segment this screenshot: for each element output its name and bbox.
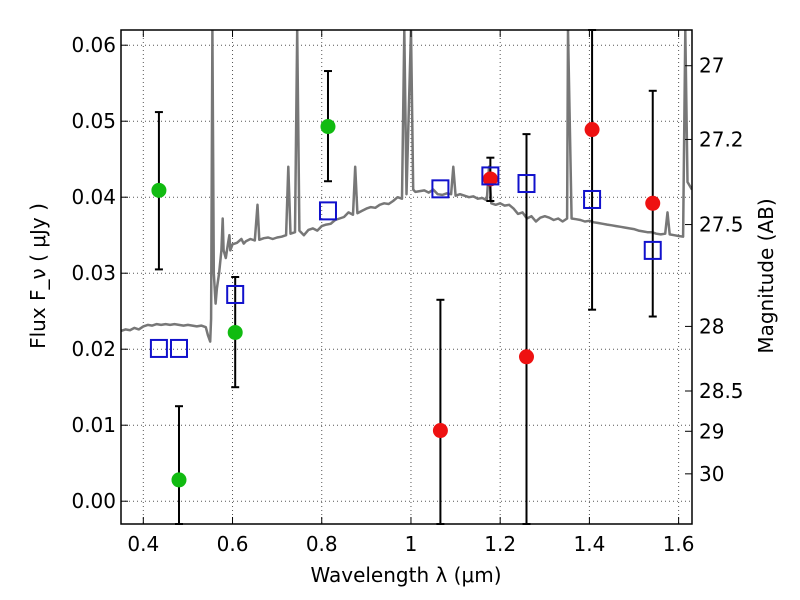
y-axis-label-text: Flux F_ν ( μJy ) bbox=[26, 203, 50, 349]
right-tick-label: 27 bbox=[699, 54, 724, 78]
model_photometry-point bbox=[226, 284, 245, 304]
plot-frame bbox=[120, 29, 693, 525]
y-tick-label: 0.04 bbox=[71, 185, 116, 209]
right-tick-label: 27.5 bbox=[699, 213, 744, 237]
model_photometry-point bbox=[169, 338, 188, 358]
y-tick-label: 0.00 bbox=[71, 489, 116, 513]
model_photometry-point bbox=[318, 201, 337, 221]
right-tick-label: 28.5 bbox=[699, 379, 744, 403]
x-tick-label: 0.8 bbox=[306, 532, 338, 556]
x-axis-label-text: Wavelength λ (μm) bbox=[310, 563, 501, 587]
right-tick-label: 29 bbox=[699, 419, 724, 443]
y-tick-label: 0.01 bbox=[71, 413, 116, 437]
x-tick-label: 1.6 bbox=[663, 532, 695, 556]
right-axis-label-text: Magnitude (AB) bbox=[754, 198, 778, 353]
model_photometry-point bbox=[431, 179, 450, 199]
right-tick-label: 30 bbox=[699, 462, 724, 486]
x-axis-label: Wavelength λ (μm) bbox=[310, 563, 501, 587]
x-tick-label: 1.4 bbox=[573, 532, 605, 556]
y-tick-label: 0.05 bbox=[71, 109, 116, 133]
x-tick-label: 0.4 bbox=[127, 532, 159, 556]
green_detections-point bbox=[227, 324, 243, 340]
green_detections-point bbox=[151, 182, 167, 198]
y-tick-label: 0.02 bbox=[71, 337, 116, 361]
y-tick-label: 0.06 bbox=[71, 33, 116, 57]
x-tick-label: 1 bbox=[405, 532, 418, 556]
model_photometry-point bbox=[481, 166, 500, 186]
red_detections-point bbox=[518, 349, 534, 365]
data-markers-layer bbox=[149, 119, 662, 488]
model_photometry-point bbox=[643, 240, 662, 260]
x-tick-label: 1.2 bbox=[484, 532, 516, 556]
right-tick-label: 28 bbox=[699, 314, 724, 338]
right-axis-label: Magnitude (AB) bbox=[754, 198, 778, 353]
model_photometry-point bbox=[517, 174, 536, 194]
green_detections-point bbox=[171, 472, 187, 488]
red_detections-point bbox=[584, 122, 600, 138]
x-tick-label: 0.6 bbox=[217, 532, 249, 556]
right-tick-label: 27.2 bbox=[699, 127, 744, 151]
y-axis-label: Flux F_ν ( μJy ) bbox=[26, 203, 50, 349]
model_photometry-point bbox=[583, 189, 602, 209]
y-tick-label: 0.03 bbox=[71, 261, 116, 285]
red_detections-point bbox=[482, 171, 498, 187]
model-spectrum-line bbox=[121, 30, 692, 343]
axes-layer bbox=[120, 29, 693, 525]
green_detections-point bbox=[320, 119, 336, 135]
ticks-layer: 0.4 0.6 0.8 1 1.2 1.4 1.6 0.00 0.01 0.02 0.03 0.04 0… bbox=[71, 30, 744, 556]
red_detections-point bbox=[645, 195, 661, 211]
model-spectrum-layer bbox=[121, 30, 692, 343]
red_detections-point bbox=[432, 423, 448, 439]
model_photometry-point bbox=[149, 338, 168, 358]
